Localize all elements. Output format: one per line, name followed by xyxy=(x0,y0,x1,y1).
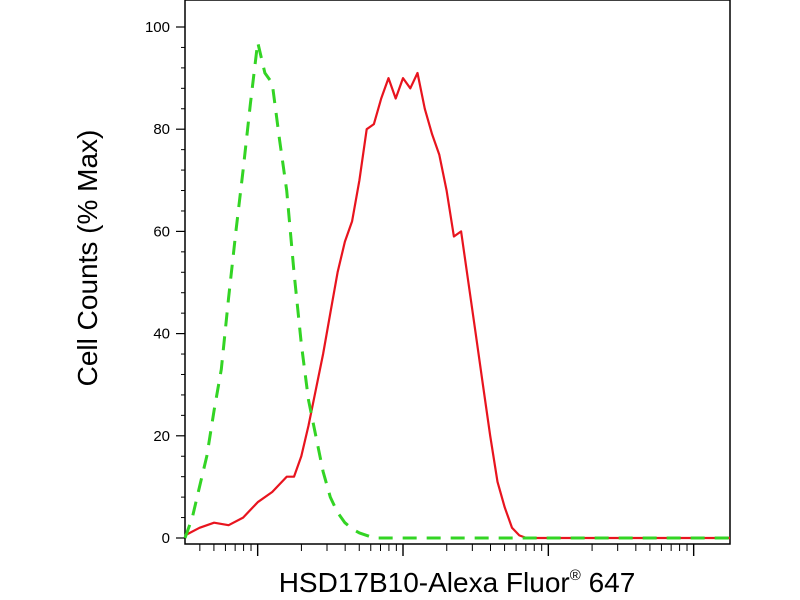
x-axis-title: HSD17B10-Alexa Fluor® 647 xyxy=(279,567,636,598)
x-axis-title-tail: 647 xyxy=(581,567,636,598)
y-tick-label: 40 xyxy=(153,326,170,343)
y-tick-label: 20 xyxy=(153,428,170,445)
y-tick-label: 0 xyxy=(162,530,170,547)
x-axis-ticks xyxy=(199,544,695,556)
series-layer xyxy=(183,40,730,540)
stained-histogram-line xyxy=(184,71,730,540)
y-tick-label: 100 xyxy=(145,19,170,36)
y-tick-label: 60 xyxy=(153,223,170,240)
control-histogram-line xyxy=(183,40,730,540)
y-tick-label: 80 xyxy=(153,121,170,138)
plot-frame xyxy=(184,0,731,545)
y-axis-ticks: 0 20 40 60 80 100 xyxy=(145,19,185,547)
x-axis-title-sup: ® xyxy=(570,567,581,584)
x-axis-title-main: HSD17B10-Alexa Fluor xyxy=(279,567,570,598)
y-axis-title: Cell Counts (% Max) xyxy=(72,130,103,387)
